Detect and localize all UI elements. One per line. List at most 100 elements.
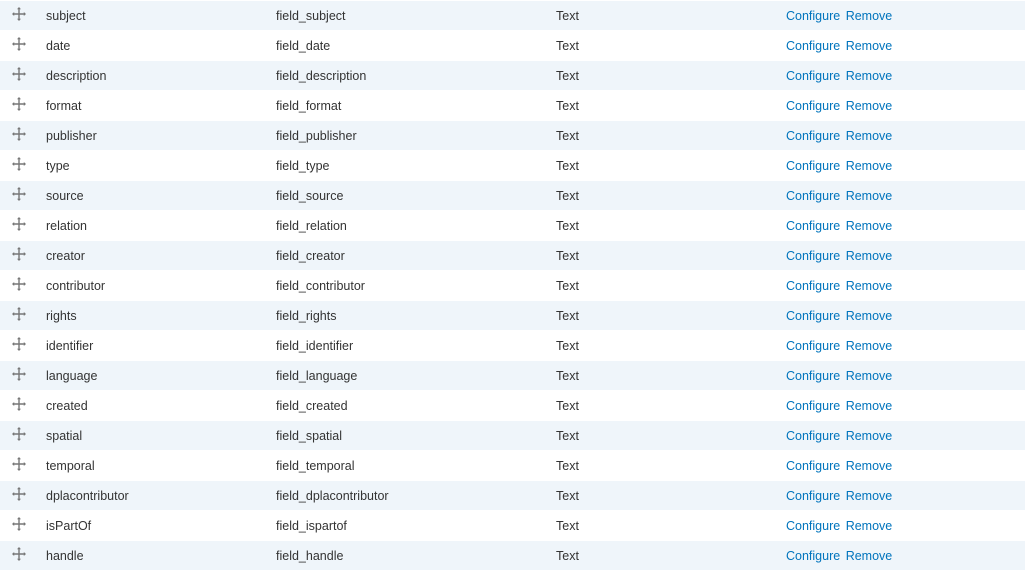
field-label: identifier (38, 331, 268, 361)
remove-link[interactable]: Remove (846, 549, 893, 563)
remove-link[interactable]: Remove (846, 99, 893, 113)
field-type: Text (548, 211, 778, 241)
field-label: subject (38, 1, 268, 31)
field-actions: Configure Remove (778, 151, 1025, 181)
remove-link[interactable]: Remove (846, 279, 893, 293)
configure-link[interactable]: Configure (786, 459, 840, 473)
field-label: contributor (38, 271, 268, 301)
field-type: Text (548, 121, 778, 151)
table-row: dplacontributorfield_dplacontributorText… (0, 481, 1025, 511)
configure-link[interactable]: Configure (786, 519, 840, 533)
drag-handle-icon[interactable] (12, 127, 26, 141)
configure-link[interactable]: Configure (786, 429, 840, 443)
remove-link[interactable]: Remove (846, 9, 893, 23)
field-machine-name: field_created (268, 391, 548, 421)
drag-handle-icon[interactable] (12, 367, 26, 381)
field-machine-name: field_description (268, 61, 548, 91)
configure-link[interactable]: Configure (786, 369, 840, 383)
field-actions: Configure Remove (778, 241, 1025, 271)
configure-link[interactable]: Configure (786, 249, 840, 263)
table-row: relationfield_relationTextConfigure Remo… (0, 211, 1025, 241)
drag-handle-icon[interactable] (12, 37, 26, 51)
remove-link[interactable]: Remove (846, 339, 893, 353)
field-label: created (38, 391, 268, 421)
field-machine-name: field_identifier (268, 331, 548, 361)
remove-link[interactable]: Remove (846, 249, 893, 263)
field-label: type (38, 151, 268, 181)
configure-link[interactable]: Configure (786, 339, 840, 353)
field-label: publisher (38, 121, 268, 151)
remove-link[interactable]: Remove (846, 219, 893, 233)
drag-handle-icon[interactable] (12, 247, 26, 261)
drag-handle-icon[interactable] (12, 157, 26, 171)
field-actions: Configure Remove (778, 91, 1025, 121)
table-row: spatialfield_spatialTextConfigure Remove (0, 421, 1025, 451)
remove-link[interactable]: Remove (846, 399, 893, 413)
field-machine-name: field_dplacontributor (268, 481, 548, 511)
drag-cell (0, 121, 38, 151)
configure-link[interactable]: Configure (786, 219, 840, 233)
configure-link[interactable]: Configure (786, 549, 840, 563)
field-actions: Configure Remove (778, 1, 1025, 31)
field-actions: Configure Remove (778, 31, 1025, 61)
drag-handle-icon[interactable] (12, 487, 26, 501)
field-machine-name: field_publisher (268, 121, 548, 151)
field-type: Text (548, 1, 778, 31)
drag-handle-icon[interactable] (12, 337, 26, 351)
drag-handle-icon[interactable] (12, 97, 26, 111)
remove-link[interactable]: Remove (846, 129, 893, 143)
configure-link[interactable]: Configure (786, 399, 840, 413)
drag-handle-icon[interactable] (12, 457, 26, 471)
field-machine-name: field_source (268, 181, 548, 211)
drag-handle-icon[interactable] (12, 217, 26, 231)
remove-link[interactable]: Remove (846, 69, 893, 83)
drag-handle-icon[interactable] (12, 67, 26, 81)
drag-handle-icon[interactable] (12, 307, 26, 321)
remove-link[interactable]: Remove (846, 39, 893, 53)
remove-link[interactable]: Remove (846, 309, 893, 323)
table-row: contributorfield_contributorTextConfigur… (0, 271, 1025, 301)
configure-link[interactable]: Configure (786, 279, 840, 293)
field-actions: Configure Remove (778, 451, 1025, 481)
configure-link[interactable]: Configure (786, 9, 840, 23)
table-row: creatorfield_creatorTextConfigure Remove (0, 241, 1025, 271)
configure-link[interactable]: Configure (786, 489, 840, 503)
field-actions: Configure Remove (778, 271, 1025, 301)
remove-link[interactable]: Remove (846, 369, 893, 383)
drag-handle-icon[interactable] (12, 517, 26, 531)
remove-link[interactable]: Remove (846, 459, 893, 473)
drag-cell (0, 91, 38, 121)
field-machine-name: field_temporal (268, 451, 548, 481)
drag-handle-icon[interactable] (12, 7, 26, 21)
remove-link[interactable]: Remove (846, 489, 893, 503)
drag-handle-icon[interactable] (12, 187, 26, 201)
field-type: Text (548, 421, 778, 451)
field-machine-name: field_subject (268, 1, 548, 31)
remove-link[interactable]: Remove (846, 189, 893, 203)
configure-link[interactable]: Configure (786, 129, 840, 143)
drag-handle-icon[interactable] (12, 547, 26, 561)
table-row: isPartOffield_ispartofTextConfigure Remo… (0, 511, 1025, 541)
field-label: creator (38, 241, 268, 271)
configure-link[interactable]: Configure (786, 99, 840, 113)
remove-link[interactable]: Remove (846, 429, 893, 443)
configure-link[interactable]: Configure (786, 189, 840, 203)
field-label: dplacontributor (38, 481, 268, 511)
drag-handle-icon[interactable] (12, 277, 26, 291)
configure-link[interactable]: Configure (786, 309, 840, 323)
drag-cell (0, 241, 38, 271)
configure-link[interactable]: Configure (786, 39, 840, 53)
field-label: format (38, 91, 268, 121)
fields-table: subjectfield_subjectTextConfigure Remove… (0, 0, 1025, 571)
field-type: Text (548, 31, 778, 61)
field-label: spatial (38, 421, 268, 451)
field-label: isPartOf (38, 511, 268, 541)
field-actions: Configure Remove (778, 301, 1025, 331)
remove-link[interactable]: Remove (846, 519, 893, 533)
drag-handle-icon[interactable] (12, 427, 26, 441)
remove-link[interactable]: Remove (846, 159, 893, 173)
configure-link[interactable]: Configure (786, 159, 840, 173)
field-type: Text (548, 301, 778, 331)
configure-link[interactable]: Configure (786, 69, 840, 83)
drag-handle-icon[interactable] (12, 397, 26, 411)
